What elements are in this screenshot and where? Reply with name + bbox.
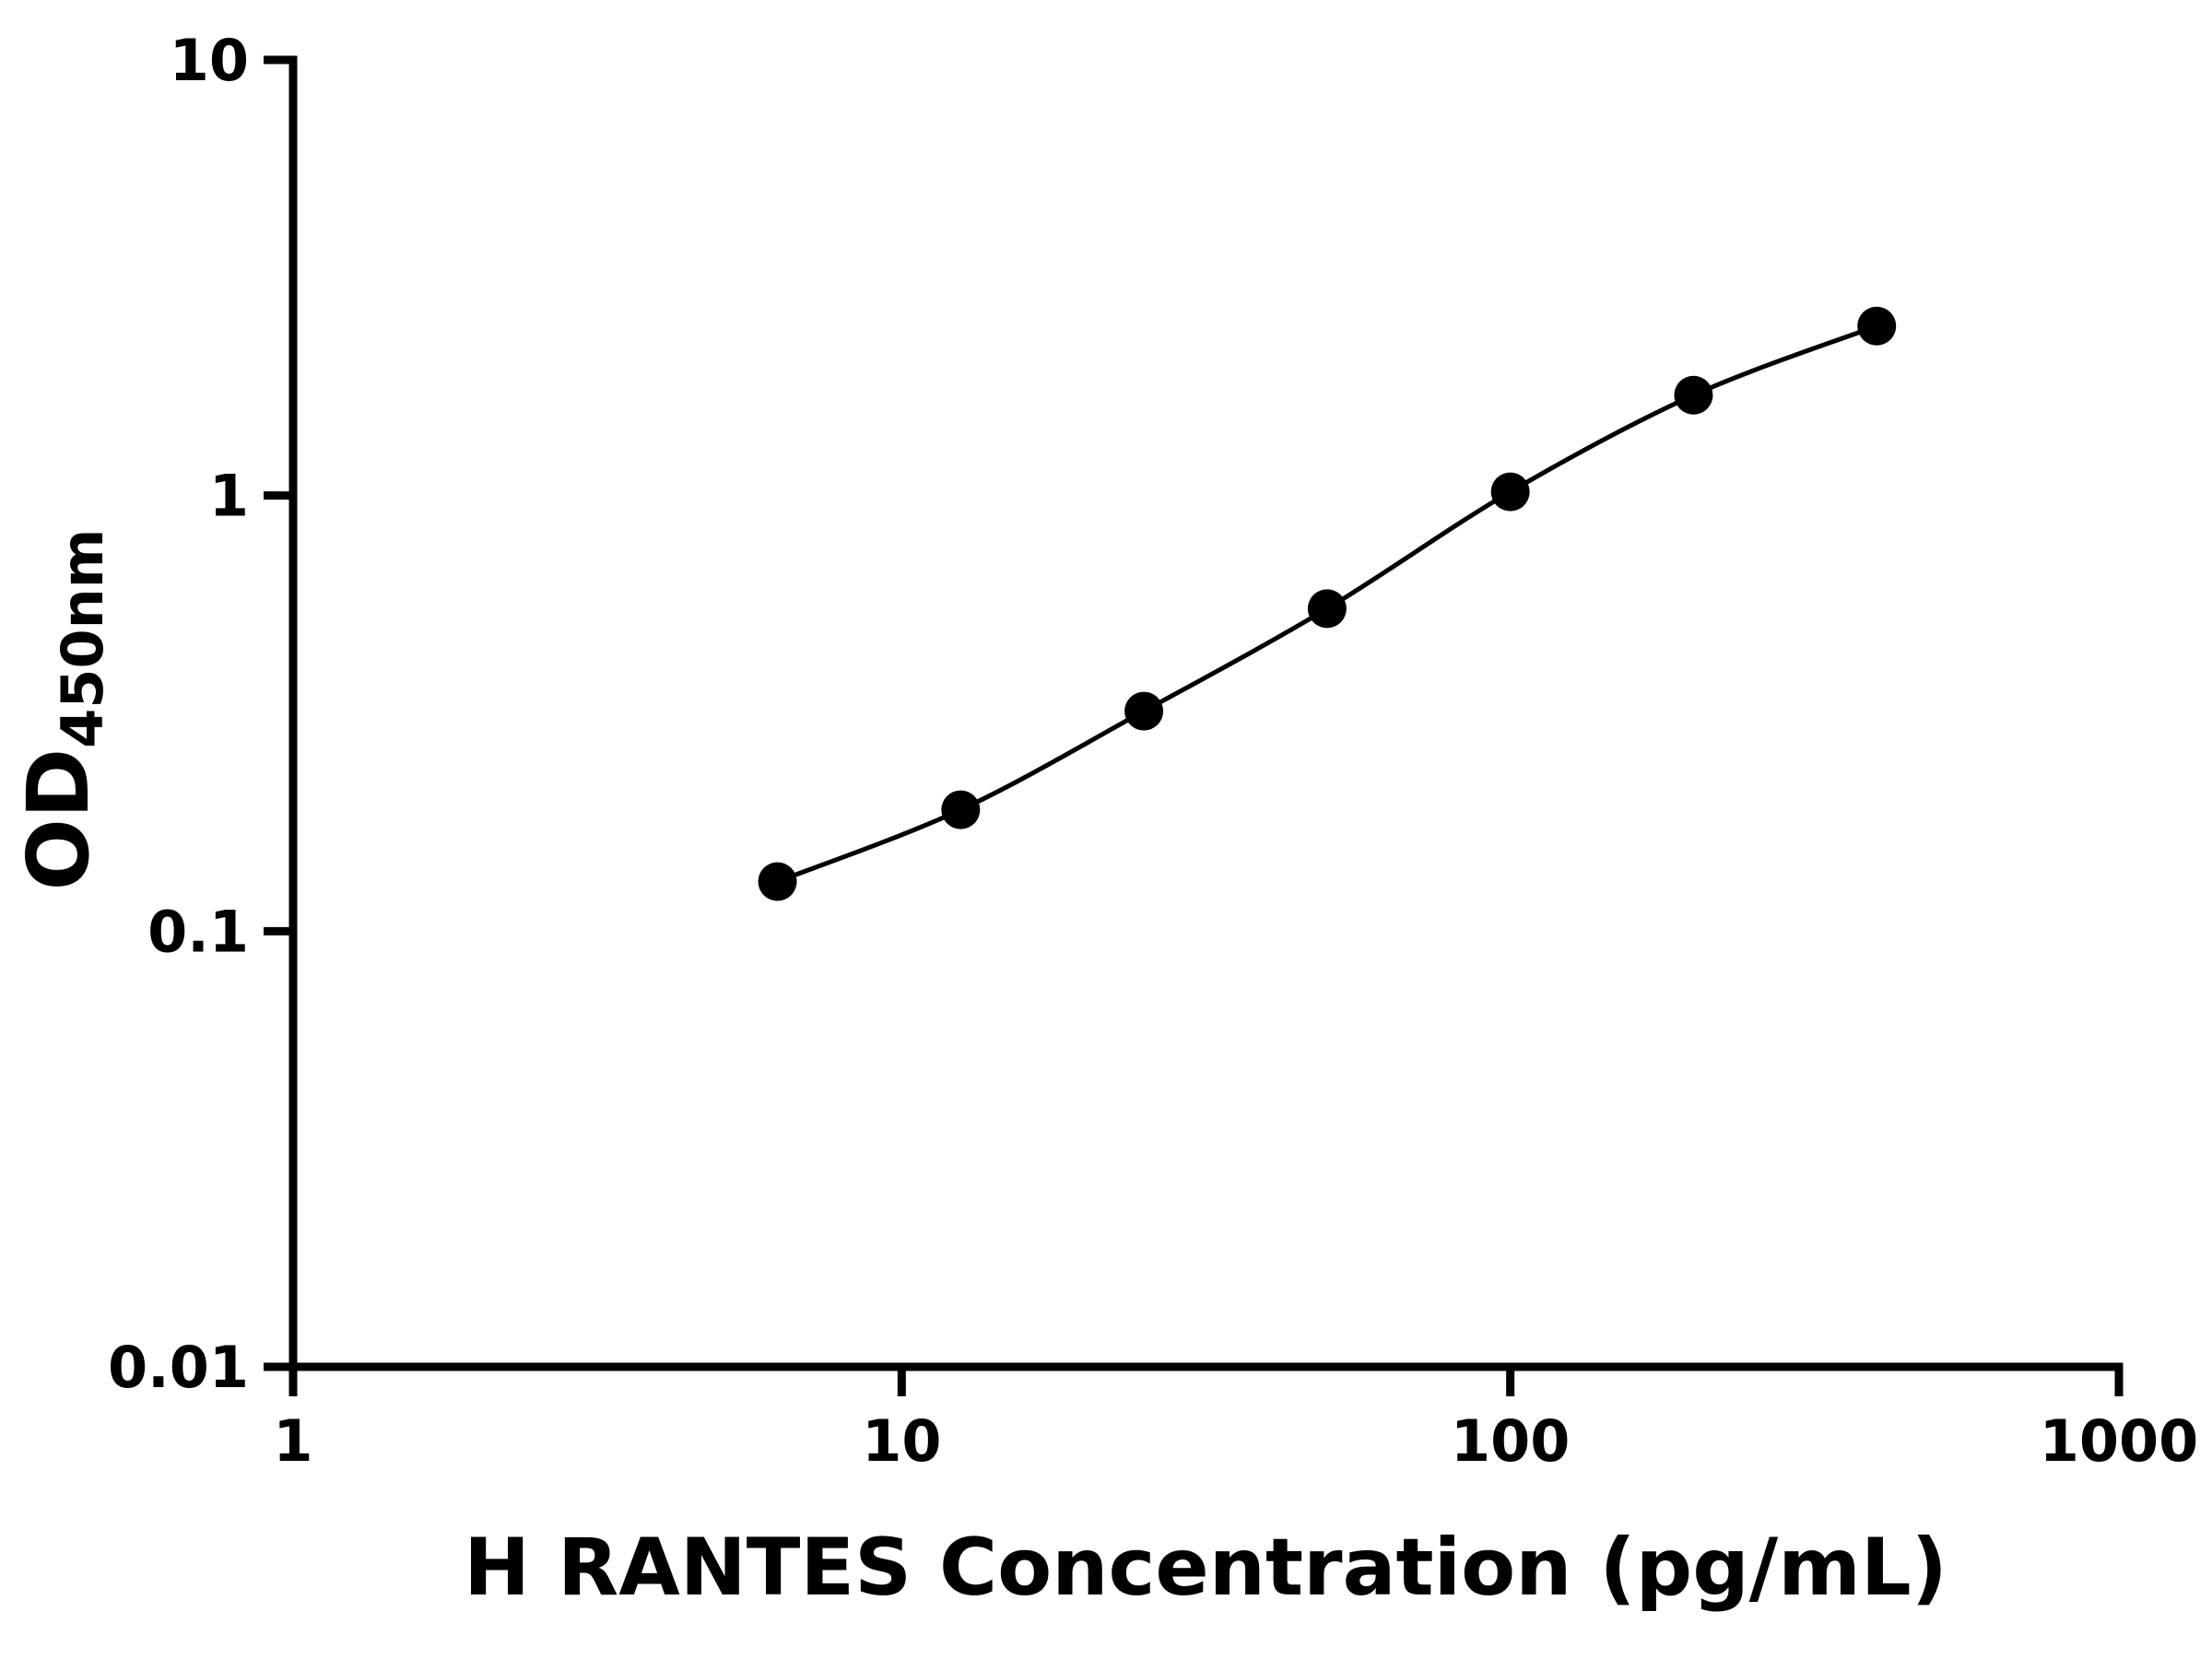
y-axis-title-subscript: 450nm — [49, 529, 116, 748]
y-axis-tick-label: 1 — [209, 463, 249, 530]
y-axis-tick-label: 0.01 — [108, 1334, 249, 1401]
x-axis-tick-label: 10 — [862, 1407, 941, 1475]
data-point — [1307, 589, 1347, 629]
data-point — [1857, 306, 1897, 346]
data-point — [758, 862, 797, 901]
y-axis-title: OD450nm — [9, 529, 116, 891]
x-axis-tick-label: 100 — [1451, 1407, 1570, 1475]
data-point — [941, 790, 981, 830]
data-series-layer — [758, 306, 1897, 901]
axes-layer: 1 10 100 1000 0.01 0.1 1 10 — [108, 27, 2198, 1475]
y-axis-tick-label: 10 — [170, 27, 249, 94]
y-axis-title-main: OD — [9, 748, 108, 891]
data-point — [1124, 691, 1164, 731]
y-axis-tick-label: 0.1 — [147, 898, 249, 965]
x-axis-tick-label: 1000 — [2040, 1407, 2199, 1475]
data-point — [1674, 375, 1713, 415]
x-axis-title: H RANTES Concentration (pg/mL) — [464, 1522, 1947, 1614]
axis-spine — [288, 55, 2124, 1371]
x-axis-tick-label: 1 — [273, 1407, 312, 1475]
data-point — [1490, 472, 1530, 512]
